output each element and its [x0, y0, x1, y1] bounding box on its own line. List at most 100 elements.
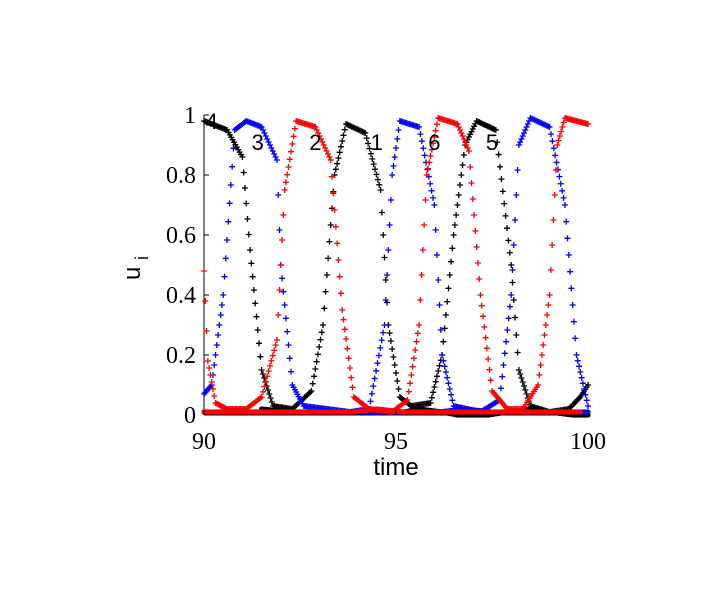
data-point [559, 187, 566, 194]
data-point [418, 272, 425, 278]
data-point [291, 125, 298, 132]
data-point [560, 194, 567, 201]
data-point [444, 298, 451, 305]
data-point [335, 257, 342, 263]
data-point [320, 322, 327, 328]
data-point [332, 223, 339, 230]
data-point [331, 207, 338, 213]
data-point [345, 355, 352, 362]
data-point [386, 330, 393, 336]
data-point [201, 268, 207, 274]
data-point [505, 237, 512, 244]
data-point [389, 172, 396, 178]
data-point [395, 127, 402, 133]
data-point [256, 340, 263, 347]
data-point [454, 202, 461, 208]
data-point [409, 363, 416, 370]
data-point [506, 303, 513, 310]
data-point [499, 188, 506, 195]
data-point [426, 159, 433, 166]
data-point [340, 132, 347, 139]
data-point [241, 185, 248, 191]
data-point [275, 192, 282, 198]
data-point [416, 322, 423, 328]
data-point [262, 378, 269, 385]
data-point [261, 375, 268, 381]
data-point [216, 322, 223, 328]
data-point [453, 212, 460, 218]
data-point [327, 222, 334, 228]
data-point [480, 313, 487, 320]
data-point [508, 262, 515, 268]
data-point [336, 273, 343, 280]
data-point [314, 351, 321, 358]
data-point [206, 365, 213, 371]
data-point [582, 391, 589, 398]
data-point [487, 377, 494, 384]
data-point [469, 196, 476, 202]
data-point [468, 128, 475, 135]
data-point [279, 237, 286, 243]
data-point [266, 391, 273, 397]
data-point [550, 217, 557, 223]
data-point [390, 354, 397, 360]
data-point [427, 400, 434, 406]
data-point [585, 403, 591, 409]
data-point [555, 137, 562, 144]
data-point [565, 252, 572, 258]
data-point [265, 387, 271, 393]
data-point [288, 368, 295, 375]
data-point [211, 362, 218, 368]
data-point [568, 285, 575, 292]
data-point [583, 397, 590, 404]
data-point [558, 128, 565, 135]
data-point [377, 187, 384, 193]
data-point [427, 180, 434, 187]
data-point [417, 297, 424, 303]
data-point [546, 124, 553, 130]
data-point [421, 222, 428, 228]
data-point [477, 292, 484, 298]
data-point [519, 379, 526, 385]
data-point [436, 302, 443, 308]
data-point [556, 133, 563, 139]
data-point [370, 383, 377, 390]
data-point [395, 386, 402, 392]
data-point [410, 355, 417, 362]
y-tick-label: 1 [184, 103, 196, 129]
data-point [572, 335, 579, 342]
data-point [482, 334, 489, 341]
data-point [289, 141, 296, 147]
data-point [382, 297, 389, 303]
data-point [318, 329, 325, 336]
data-point [326, 238, 333, 245]
data-point [290, 133, 297, 140]
data-point [573, 352, 580, 358]
data-point [468, 180, 475, 186]
data-point [435, 368, 442, 374]
data-point [537, 362, 544, 368]
series-6 [201, 406, 583, 415]
data-point [563, 218, 570, 225]
data-point [517, 371, 524, 377]
data-point [377, 344, 384, 351]
data-point [374, 360, 381, 367]
data-point [513, 192, 520, 198]
data-point [510, 297, 517, 303]
data-point [220, 292, 227, 298]
data-point [498, 176, 505, 183]
data-point [271, 347, 278, 354]
data-point [393, 145, 399, 151]
data-point [281, 187, 288, 193]
data-point [408, 372, 415, 378]
data-point [497, 163, 504, 170]
data-point [239, 154, 246, 160]
data-point [311, 373, 318, 380]
data-point [204, 358, 211, 364]
data-point [387, 197, 394, 203]
data-point [218, 302, 225, 308]
data-point [370, 161, 377, 168]
y-axis-label-main: u [119, 267, 146, 280]
data-point [428, 187, 435, 194]
data-point [577, 369, 584, 375]
